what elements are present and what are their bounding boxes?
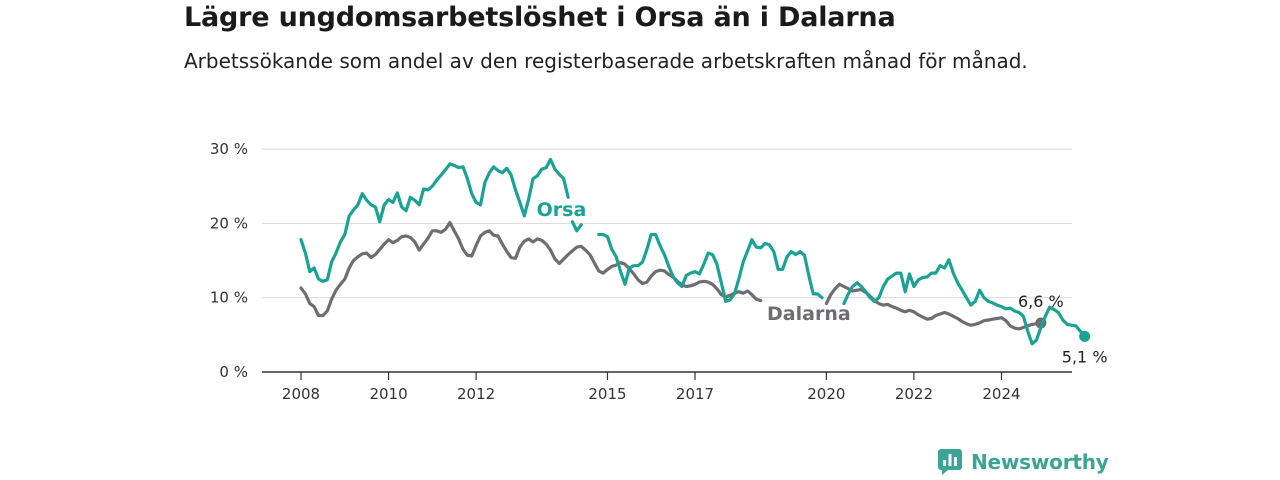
gridlines — [262, 148, 1072, 299]
chart-title: Lägre ungdomsarbetslöshet i Orsa än i Da… — [184, 2, 896, 33]
series-line-orsa — [299, 157, 1087, 346]
end-value-label-dalarna: 6,6 % — [1018, 292, 1064, 311]
newsworthy-logo-icon — [938, 449, 962, 475]
x-tick-label: 2012 — [457, 385, 495, 403]
series-lines — [299, 157, 1091, 346]
brand-logo: Newsworthy — [937, 448, 1109, 476]
series-line-dalarna — [299, 221, 1043, 331]
series-label-dalarna: Dalarna — [767, 303, 851, 325]
x-tick-label: 2008 — [282, 385, 320, 403]
x-axis: 2008 2010 2012 2015 2017 2020 2022 2024 — [262, 371, 1072, 403]
chart-subtitle: Arbetssökande som andel av den registerb… — [184, 49, 1028, 73]
x-tick-label: 2024 — [982, 385, 1020, 403]
x-tick-label: 2017 — [676, 385, 714, 403]
y-tick-label: 0 % — [219, 363, 248, 381]
series-labels: 6,6 % 5,1 % Dalarna Orsa — [535, 197, 1108, 366]
brand-name: Newsworthy — [971, 450, 1109, 474]
x-tick-label: 2015 — [588, 385, 626, 403]
y-tick-label: 20 % — [210, 214, 248, 232]
x-tick-label: 2022 — [895, 385, 933, 403]
y-tick-label: 30 % — [210, 140, 248, 158]
end-value-label-orsa: 5,1 % — [1062, 347, 1108, 366]
end-point-orsa — [1079, 330, 1091, 342]
series-label-orsa: Orsa — [537, 199, 587, 221]
y-axis-tick-labels: 0 % 10 % 20 % 30 % — [210, 140, 248, 381]
x-tick-label: 2020 — [807, 385, 845, 403]
x-tick-label: 2010 — [369, 385, 407, 403]
y-tick-label: 10 % — [210, 289, 248, 307]
